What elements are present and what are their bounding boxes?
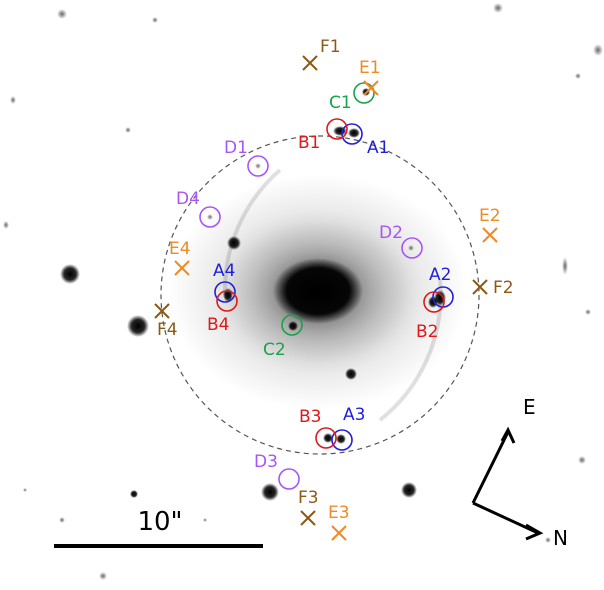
- label-F4: F4: [157, 320, 178, 340]
- marker-cross-E2: [482, 227, 498, 243]
- marker-circle-D2: [401, 237, 423, 259]
- label-F3: F3: [298, 488, 319, 508]
- label-D1: D1: [224, 138, 248, 158]
- label-D4: D4: [176, 189, 200, 209]
- label-B1: B1: [298, 133, 320, 153]
- field-sources: [3, 3, 603, 580]
- marker-circle-C2: [281, 314, 303, 336]
- label-E1: E1: [359, 58, 381, 78]
- label-F1: F1: [320, 37, 341, 57]
- label-B2: B2: [416, 322, 438, 342]
- label-B3: B3: [299, 407, 321, 427]
- label-B4: B4: [207, 315, 229, 335]
- marker-circle-D1: [247, 155, 269, 177]
- image-markers: [154, 55, 498, 541]
- label-E2: E2: [479, 206, 501, 226]
- compass-north-label: N: [553, 526, 568, 550]
- label-C2: C2: [263, 340, 286, 360]
- marker-circle-D4: [199, 206, 221, 228]
- einstein-ring-outline: [160, 135, 480, 455]
- image-labels: F1 E1 C1 B1 A1 D1 D4 E2 D2 E4 A4 A2 F2 B…: [157, 37, 514, 523]
- scale-bar-label: 10": [137, 507, 182, 537]
- marker-cross-E4: [174, 260, 190, 276]
- marker-circle-B2: [423, 291, 445, 313]
- marker-circle-A3: [331, 429, 353, 451]
- label-C1: C1: [329, 93, 352, 113]
- label-D2: D2: [379, 223, 403, 243]
- label-A2: A2: [429, 265, 451, 285]
- scale-bar: 10": [54, 507, 263, 548]
- marker-circle-D3: [278, 468, 300, 490]
- marker-cross-F4: [154, 303, 170, 319]
- marker-circle-B4: [216, 290, 238, 312]
- compass: [471, 426, 544, 541]
- marker-cross-F2: [472, 279, 488, 295]
- compass-east-label: E: [523, 395, 536, 419]
- marker-cross-E3: [331, 525, 347, 541]
- label-D3: D3: [254, 452, 278, 472]
- label-E4: E4: [169, 239, 191, 259]
- marker-cross-F1: [302, 55, 318, 71]
- marker-circle-A4: [214, 281, 236, 303]
- marker-circle-B3: [315, 427, 337, 449]
- marker-circle-B1: [326, 118, 348, 140]
- marker-circle-A1: [341, 123, 363, 145]
- label-F2: F2: [493, 278, 514, 298]
- label-A3: A3: [343, 405, 365, 425]
- label-E3: E3: [328, 503, 350, 523]
- label-A1: A1: [367, 138, 389, 158]
- marker-circle-C1: [353, 82, 375, 104]
- lens-galaxy: [168, 174, 468, 410]
- marker-cross-E1: [363, 80, 379, 96]
- label-A4: A4: [213, 261, 235, 281]
- marker-cross-F3: [300, 510, 316, 526]
